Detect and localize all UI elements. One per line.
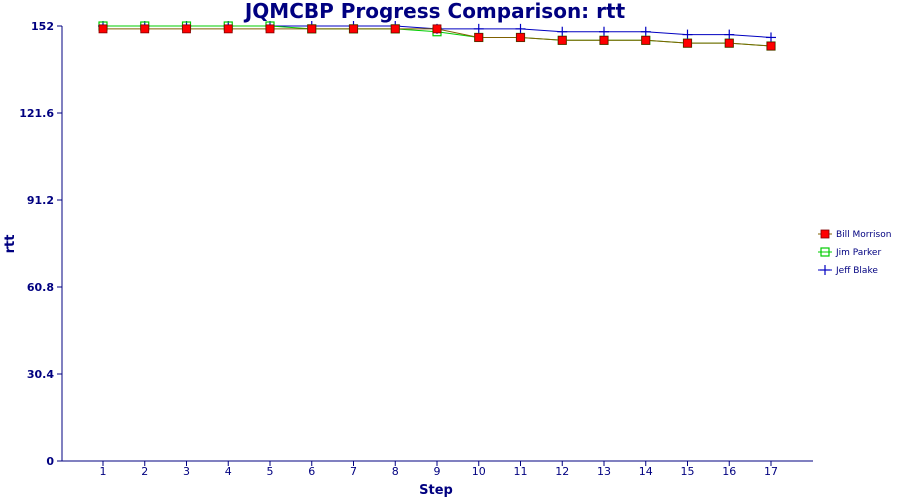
data-point — [557, 26, 568, 37]
data-point — [473, 23, 484, 34]
y-tick-label: 0 — [46, 455, 54, 468]
data-point — [98, 24, 108, 34]
x-tick-label: 4 — [225, 465, 232, 478]
plot-area — [61, 26, 813, 462]
x-tick-label: 16 — [722, 465, 736, 478]
legend-label: Jeff Blake — [835, 266, 878, 276]
data-point — [557, 35, 567, 45]
data-point — [349, 24, 358, 34]
data-point — [182, 24, 191, 34]
x-tick-label: 5 — [267, 465, 274, 478]
x-tick-label: 1 — [100, 465, 107, 478]
x-tick-label: 7 — [350, 465, 357, 478]
data-point — [766, 32, 776, 43]
data-point — [307, 24, 317, 34]
y-tick-label: 30.4 — [27, 368, 54, 381]
x-tick-label: 17 — [764, 465, 778, 478]
x-tick-label: 3 — [183, 465, 190, 478]
data-point — [140, 24, 150, 34]
x-tick-label: 15 — [681, 465, 695, 478]
data-point — [682, 29, 693, 40]
data-point — [390, 24, 400, 34]
y-axis-ticks: 0 30.4 60.8 91.2 121.6 152 — [19, 20, 62, 468]
y-tick-label: 152 — [31, 20, 54, 33]
legend: Bill Morrison Jim Parker Jeff Blake — [818, 229, 891, 276]
x-tick-label: 6 — [308, 465, 315, 478]
x-tick-label: 10 — [472, 465, 486, 478]
y-tick-label: 91.2 — [27, 194, 54, 207]
x-axis-ticks: 1 2 3 4 5 6 7 8 9 10 11 12 13 14 15 16 17 — [100, 461, 778, 478]
legend-marker — [820, 247, 830, 257]
legend-label: Jim Parker — [835, 248, 881, 258]
x-tick-label: 2 — [141, 465, 148, 478]
legend-marker — [820, 265, 830, 275]
y-tick-label: 60.8 — [27, 281, 54, 294]
series-layer — [98, 21, 776, 51]
legend-item: Jim Parker — [818, 247, 881, 258]
data-point — [641, 35, 651, 45]
legend-label: Bill Morrison — [836, 230, 891, 240]
legend-marker — [820, 229, 830, 239]
y-tick-label: 121.6 — [19, 107, 54, 120]
x-tick-label: 8 — [392, 465, 399, 478]
data-point — [474, 33, 484, 42]
data-point — [599, 26, 609, 37]
legend-item: Bill Morrison — [818, 229, 891, 240]
legend-item: Jeff Blake — [818, 265, 878, 276]
data-point — [724, 29, 735, 40]
series-bill-morrison — [98, 24, 776, 51]
data-point — [265, 24, 275, 34]
x-tick-label: 11 — [514, 465, 528, 478]
x-tick-label: 9 — [434, 465, 441, 478]
data-point — [683, 38, 692, 48]
data-point — [516, 33, 525, 42]
data-point — [640, 26, 651, 37]
x-tick-label: 12 — [555, 465, 569, 478]
y-axis-label: rtt — [3, 235, 18, 254]
data-point — [432, 24, 442, 34]
data-point — [515, 23, 526, 34]
x-axis-label: Step — [419, 483, 453, 498]
data-point — [599, 35, 609, 45]
data-point — [724, 38, 734, 48]
x-tick-label: 13 — [597, 465, 611, 478]
data-point — [223, 24, 233, 34]
data-point — [766, 41, 776, 51]
x-tick-label: 14 — [639, 465, 653, 478]
chart-title: JQMCBP Progress Comparison: rtt — [243, 0, 626, 23]
